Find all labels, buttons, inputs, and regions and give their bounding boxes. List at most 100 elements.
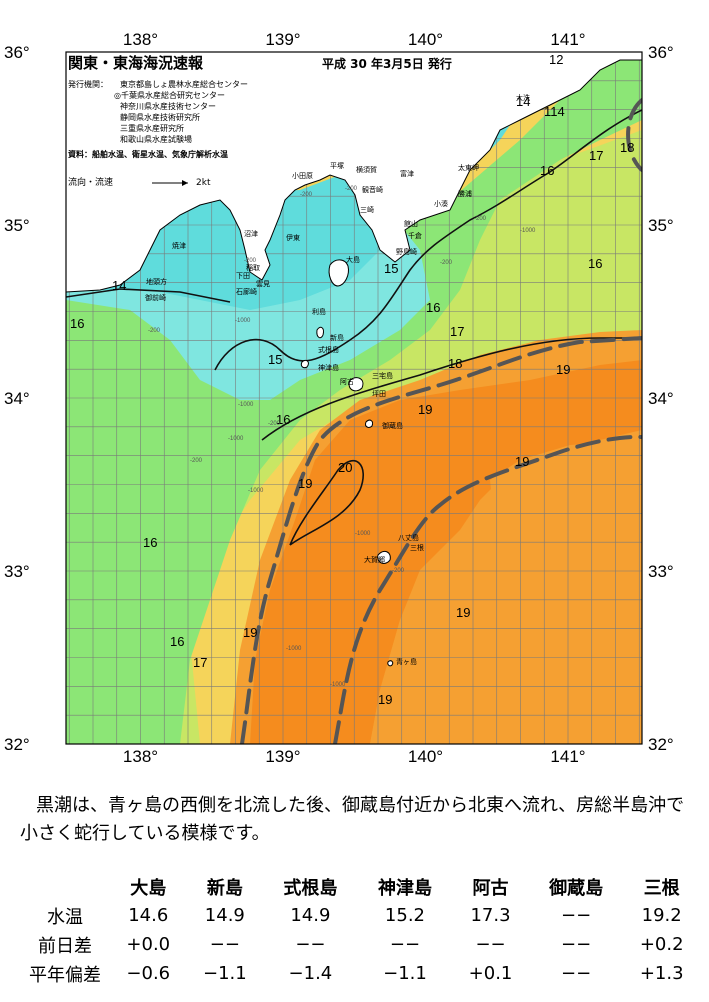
table-cell: +0.0 xyxy=(126,934,171,955)
place-name: 地頭方 xyxy=(146,277,167,286)
hachijojima xyxy=(377,550,391,564)
place-name: 太東岬 xyxy=(458,163,479,172)
current-scale-arrow xyxy=(152,180,188,186)
depth-label: -200 xyxy=(392,568,405,574)
place-name: 三根 xyxy=(410,543,424,552)
table-header: 新島 xyxy=(206,877,243,899)
table-header: 式根島 xyxy=(283,877,338,899)
place-name: 石廊崎 xyxy=(236,287,257,296)
depth-label: -1000 xyxy=(330,682,346,688)
latitude-labels-left: 36° 35° 34° 33° 32° xyxy=(4,43,30,754)
kozushima xyxy=(300,359,309,369)
depth-label: -200 xyxy=(300,192,313,198)
isotherm-label: 16 xyxy=(276,412,290,427)
depth-label: -200 xyxy=(190,458,203,464)
table-cell: 15.2 xyxy=(384,905,425,926)
depth-label: -1000 xyxy=(228,436,244,442)
place-name: 坪田 xyxy=(372,390,386,398)
isotherm-lines xyxy=(66,109,642,546)
isotherm-14 xyxy=(66,288,231,303)
isotherm-label: 16 xyxy=(70,316,84,331)
kuroshio-main-axis xyxy=(240,336,642,744)
isotherm-label: 20 xyxy=(338,460,352,475)
map-canvas: 138° 139° 140° 141° 138° 139° 140° 141° 36° 35°… xyxy=(4,30,674,766)
izu-oshima xyxy=(328,259,349,287)
table-cell: −− xyxy=(475,934,506,955)
table-cell: −− xyxy=(561,934,592,955)
place-name: 稲取 xyxy=(246,263,260,272)
table-cell: +0.2 xyxy=(639,934,684,955)
place-name: 伊東 xyxy=(286,233,300,242)
place-name: 三宅島 xyxy=(372,371,393,380)
place-name: 利島 xyxy=(312,307,326,316)
place-name: 観音崎 xyxy=(362,185,383,194)
isotherm-16 xyxy=(261,337,642,441)
isotherm-label: 19 xyxy=(515,454,529,469)
station-temperature-table: 大島 新島 式根島 神津島 阿古 御蔵島 三根 水温 14.6 14.9 14.… xyxy=(20,872,700,988)
table-cell: −1.4 xyxy=(288,963,333,984)
table-row: 前日差 +0.0 −− −− −− −− −− +0.2 xyxy=(20,930,700,959)
table-cell: −− xyxy=(209,934,240,955)
place-name: 御蔵島 xyxy=(382,421,403,430)
isotherm-label: 16 xyxy=(143,535,157,550)
depth-label: -200 xyxy=(440,260,453,266)
table-cell: −− xyxy=(561,963,592,984)
table-header: 神津島 xyxy=(377,877,432,899)
isotherm-label: 12 xyxy=(549,52,563,67)
isotherm-label: 15 xyxy=(384,261,398,276)
depth-label: -1000 xyxy=(286,646,302,652)
place-name: 富津 xyxy=(400,169,414,178)
table-cell: −− xyxy=(561,905,592,926)
longitude-label: 138° xyxy=(123,747,158,766)
zone-19-south xyxy=(370,440,642,744)
agency-3: 神奈川県水産技術センター xyxy=(120,102,216,111)
agencies-label: 発行機関： xyxy=(68,80,108,89)
latitude-label: 34° xyxy=(648,389,674,408)
longitude-label: 141° xyxy=(550,747,585,766)
latitude-labels-right: 36° 35° 34° 33° 32° xyxy=(648,43,674,754)
kuroshio-south-axis xyxy=(333,434,642,744)
longitude-labels-top: 138° 139° 140° 141° xyxy=(123,30,586,49)
longitude-label: 141° xyxy=(550,30,585,49)
place-name: 御前崎 xyxy=(145,293,166,302)
isotherm-label: 114 xyxy=(544,104,565,119)
isotherm-label: 19 xyxy=(456,605,470,620)
place-name: 新島 xyxy=(330,333,344,342)
honshu-land xyxy=(66,52,642,293)
depth-label: -200 xyxy=(268,421,281,427)
place-name: 館山 xyxy=(404,219,418,228)
isotherm-label: 19 xyxy=(298,476,312,491)
place-name: 大洗 xyxy=(516,93,530,102)
latitude-label: 32° xyxy=(4,735,30,754)
depth-label: -1000 xyxy=(520,228,536,234)
table-cell: −1.1 xyxy=(383,963,427,984)
kuroshio-axis xyxy=(240,98,642,744)
depth-label: -1000 xyxy=(355,531,371,537)
longitude-label: 140° xyxy=(408,747,443,766)
place-name: 三崎 xyxy=(360,205,374,214)
row-label: 前日差 xyxy=(38,935,92,957)
isotherm-label: 18 xyxy=(448,356,462,371)
place-name: 式根島 xyxy=(318,345,339,354)
mikurajima xyxy=(365,419,373,428)
table-cell: 19.2 xyxy=(641,905,682,926)
isotherm-label: 19 xyxy=(378,692,392,707)
table-cell: −0.6 xyxy=(126,963,171,984)
place-name: 千倉 xyxy=(408,231,422,240)
place-name: 阿古 xyxy=(340,377,354,386)
depth-label: -200 xyxy=(474,216,487,222)
table-header: 大島 xyxy=(130,877,167,899)
row-label: 水温 xyxy=(47,906,83,928)
kuroshio-offshore-eddy xyxy=(626,98,642,172)
agency-5: 三重県水産研究所 xyxy=(120,124,184,133)
table-cell: −− xyxy=(295,934,326,955)
latitude-label: 36° xyxy=(648,43,674,62)
source-text: 船舶水温、衛星水温、気象庁解析水温 xyxy=(92,150,228,159)
depth-label: -200 xyxy=(345,186,358,192)
latitude-label: 36° xyxy=(4,43,30,62)
table-header: 三根 xyxy=(643,877,680,899)
place-name: 野島崎 xyxy=(396,247,417,256)
isotherm-label: 15 xyxy=(268,352,282,367)
current-label: 流向・流速 xyxy=(68,178,114,188)
